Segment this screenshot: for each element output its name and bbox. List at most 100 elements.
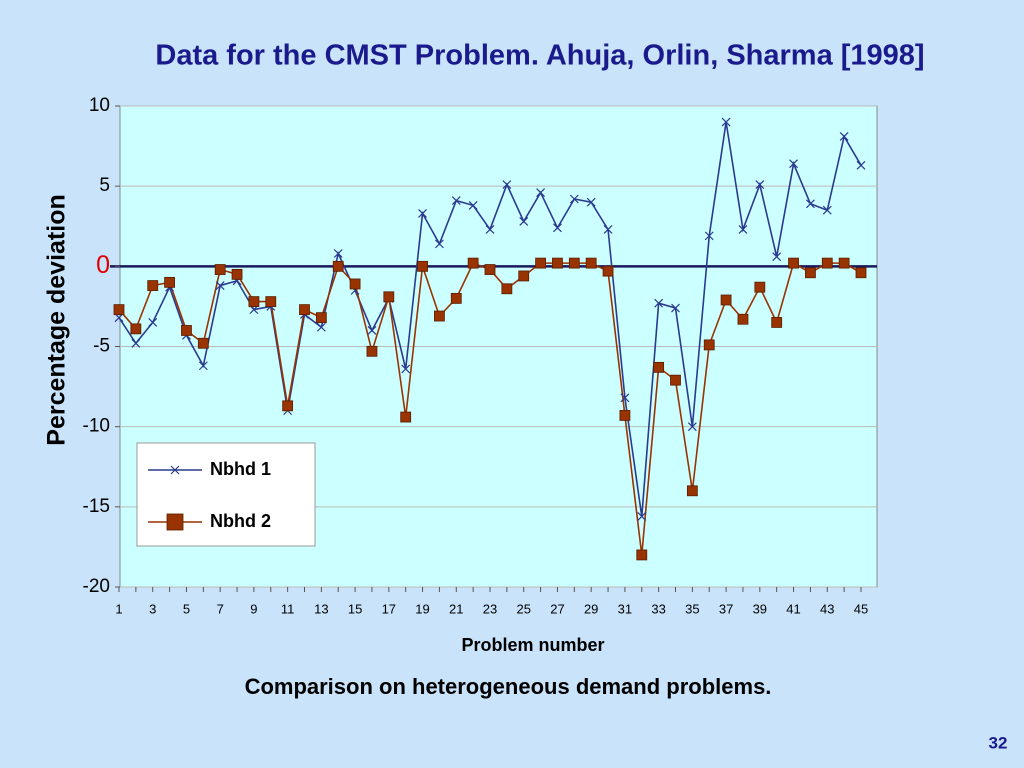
x-tick-label: 19: [415, 601, 429, 616]
x-marker: [553, 223, 562, 233]
square-marker: [552, 257, 563, 269]
x-marker: [620, 393, 630, 403]
square-marker: [737, 313, 749, 325]
x-marker: [333, 249, 343, 258]
caption: Comparison on heterogeneous demand probl…: [245, 674, 772, 699]
x-marker: [215, 281, 225, 290]
x-marker: [586, 197, 596, 207]
square-marker: [197, 337, 209, 349]
x-marker: [468, 200, 478, 210]
y-tick-label: -15: [83, 496, 110, 517]
square-marker: [855, 267, 867, 279]
square-marker: [315, 312, 327, 324]
square-marker: [484, 264, 496, 275]
square-marker: [568, 257, 580, 269]
x-tick-label: 23: [483, 601, 497, 616]
x-marker: [637, 512, 647, 521]
square-marker: [467, 257, 479, 269]
square-marker: [686, 485, 698, 497]
x-marker: [131, 338, 141, 348]
x-tick-label: 43: [820, 601, 834, 616]
x-tick-label: 45: [854, 601, 868, 616]
square-marker: [231, 268, 243, 280]
x-tick-label: 27: [550, 601, 564, 616]
x-marker: [451, 196, 461, 206]
square-marker: [332, 260, 344, 272]
y-tick-label: -10: [83, 416, 110, 437]
square-marker: [805, 267, 816, 279]
x-tick-label: 17: [382, 601, 396, 616]
square-marker: [838, 257, 850, 269]
square-marker: [113, 304, 125, 316]
x-tick-label: 5: [183, 601, 190, 616]
square-marker: [299, 304, 310, 316]
x-marker: [822, 205, 832, 215]
x-marker: [519, 217, 529, 226]
x-marker: [654, 298, 664, 308]
x-tick-label: 25: [516, 601, 530, 616]
x-tick-label: 15: [348, 601, 362, 616]
x-marker: [687, 422, 697, 432]
x-marker: [805, 199, 815, 209]
x-marker: [536, 188, 546, 198]
x-marker: [485, 225, 495, 234]
square-marker: [535, 257, 546, 269]
square-marker: [181, 325, 192, 336]
x-axis-label: Problem number: [461, 635, 604, 655]
x-marker: [856, 160, 866, 170]
y-tick-label: -20: [83, 576, 110, 597]
x-marker: [170, 465, 180, 475]
x-marker: [671, 303, 680, 313]
square-marker: [501, 283, 513, 295]
square-marker: [821, 257, 833, 269]
x-tick-label: 3: [149, 601, 156, 616]
square-marker: [720, 294, 732, 306]
x-marker: [198, 361, 208, 371]
y-axis-label: Percentage deviation: [43, 194, 71, 445]
legend-label: Nbhd 2: [210, 511, 271, 531]
x-tick-label: 11: [281, 601, 295, 616]
x-marker: [418, 208, 427, 218]
square-marker: [214, 264, 226, 275]
page-number: 32: [989, 733, 1008, 752]
legend: Nbhd 1 Nbhd 2: [136, 442, 316, 547]
x-tick-label: 37: [719, 601, 733, 616]
x-marker: [755, 180, 765, 189]
square-marker: [130, 323, 142, 335]
x-marker: [738, 225, 748, 234]
x-tick-label: 29: [584, 601, 598, 616]
square-marker: [653, 361, 665, 373]
x-marker: [839, 132, 849, 141]
square-marker: [450, 292, 462, 304]
square-marker: [164, 276, 175, 288]
x-marker: [772, 252, 782, 262]
x-marker: [401, 364, 411, 374]
y-tick-label: 5: [99, 175, 110, 196]
y-tick-label: 0: [96, 251, 110, 279]
x-tick-label: 1: [115, 601, 122, 616]
square-marker: [400, 411, 412, 423]
x-marker: [603, 225, 613, 234]
x-marker: [569, 194, 579, 204]
x-tick-label: 31: [618, 601, 632, 616]
x-tick-label: 33: [651, 601, 665, 616]
x-marker: [704, 231, 714, 241]
y-tick-label: 10: [89, 95, 110, 116]
square-marker: [434, 310, 445, 322]
x-marker: [789, 159, 798, 169]
square-marker: [349, 278, 361, 290]
square-marker: [366, 345, 378, 357]
square-marker: [771, 317, 783, 328]
x-tick-label: 13: [314, 601, 328, 616]
y-tick-label: -5: [93, 336, 110, 357]
square-marker: [282, 400, 294, 412]
chart-title: Data for the CMST Problem. Ahuja, Orlin,…: [155, 40, 924, 72]
x-marker: [434, 239, 444, 249]
square-marker: [619, 410, 631, 421]
square-marker: [417, 260, 428, 272]
x-tick-label: 41: [786, 601, 800, 616]
legend-label: Nbhd 1: [210, 459, 271, 479]
x-marker: [502, 180, 512, 189]
square-marker: [754, 281, 766, 293]
